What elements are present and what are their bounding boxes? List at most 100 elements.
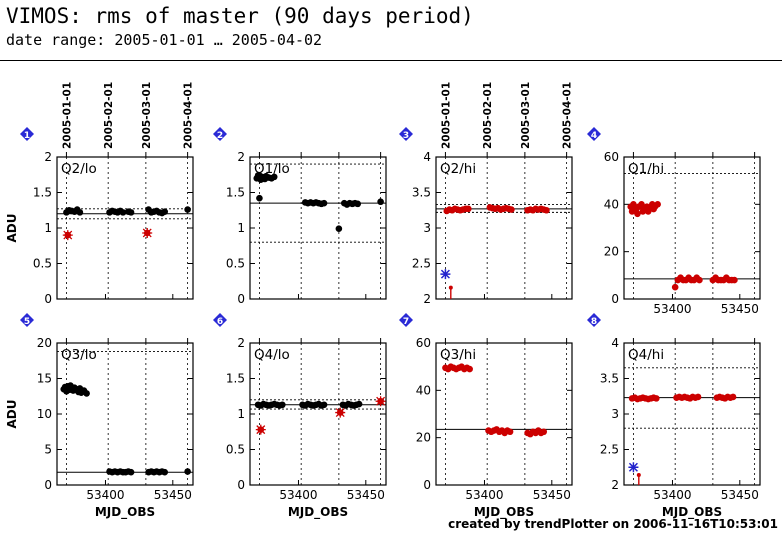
panel-7: 7 0 20 40 60 53400 53450 Q3/hi MJD_OBS: [399, 313, 573, 520]
panel-frame: [435, 156, 573, 300]
y-tick-label: 5: [44, 443, 52, 457]
panel-number-badge: [587, 313, 601, 327]
highlight-point: [628, 462, 639, 473]
panel-number: 1: [24, 131, 30, 141]
y-tick-label: 2: [423, 292, 431, 306]
y-tick-label: 2: [44, 150, 52, 164]
x-tick-label: 53400: [86, 488, 124, 502]
page-title: VIMOS: rms of master (90 days period): [6, 4, 474, 28]
data-point: [161, 468, 169, 476]
data-point: [355, 400, 363, 408]
x-axis-title: MJD_OBS: [95, 505, 155, 520]
date-tick-label: 2005-01-01: [440, 82, 452, 149]
date-tick-label: 2005-04-01: [183, 82, 195, 149]
data-point: [83, 390, 90, 397]
panel-frame: [623, 342, 761, 486]
panel-3: 3 2005-01-01 2005-02-01 2005-03-01 2005-04-0…: [399, 82, 574, 306]
data-point: [320, 199, 328, 207]
panel-number-badge: [20, 313, 34, 327]
panel-label: Q3/lo: [61, 347, 97, 363]
data-point: [354, 200, 362, 208]
data-point-red: [696, 276, 703, 284]
date-range-subtitle: date range: 2005-01-01 … 2005-04-02: [6, 31, 323, 49]
y-tick-label: 20: [604, 245, 619, 259]
outlier-star: [255, 424, 266, 435]
y-tick-label: 15: [37, 372, 52, 386]
panel-number: 2: [217, 131, 223, 141]
panel-label: Q3/hi: [440, 347, 476, 363]
header-divider: [0, 60, 782, 61]
y-tick-label: 4: [423, 150, 431, 164]
data-point-red: [731, 276, 738, 284]
offscale-arrow-head: [448, 285, 453, 290]
y-tick-label: 0.5: [33, 257, 52, 271]
y-tick-label: 40: [416, 383, 431, 397]
panel-number: 8: [591, 317, 597, 327]
y-axis-title: ADU: [5, 214, 19, 243]
data-point: [76, 209, 84, 216]
y-tick-label: 20: [416, 431, 431, 445]
panel-6: 6 0 0.5 1 1.5 2 53400 53450 Q4/lo MJD_OBS: [213, 313, 387, 520]
panel-2: 2 0 0.5 1 1.5 2 Q1/lo: [213, 127, 387, 306]
y-tick-label: 1.5: [226, 186, 245, 200]
credit-footer: created by trendPlotter on 2006-11-16T10…: [448, 517, 778, 531]
y-tick-label: 60: [416, 336, 431, 350]
y-tick-label: 40: [604, 197, 619, 211]
data-point: [161, 208, 169, 215]
y-tick-label: 2.5: [412, 257, 431, 271]
y-tick-label: 2: [237, 336, 245, 350]
panel-label: Q2/hi: [440, 161, 476, 177]
y-tick-label: 10: [37, 407, 52, 421]
panel-label: Q2/lo: [61, 161, 97, 177]
panel-number-badge: [213, 313, 227, 327]
outlier-star: [62, 230, 73, 241]
y-tick-label: 0: [423, 478, 431, 492]
y-tick-label: 2: [237, 150, 245, 164]
data-point: [119, 209, 127, 216]
x-axis-title: MJD_OBS: [288, 505, 348, 520]
outlier-star: [142, 227, 153, 238]
x-tick-label: 53400: [465, 488, 503, 502]
date-tick-label: 2005-02-01: [103, 82, 115, 149]
data-point-red: [653, 395, 660, 402]
data-point-red: [729, 393, 737, 401]
y-tick-label: 1.5: [226, 372, 245, 386]
x-tick-label: 53450: [154, 488, 192, 502]
panel-number: 6: [217, 317, 223, 327]
panel-frame: [56, 342, 194, 486]
y-tick-label: 0: [237, 292, 245, 306]
data-point-red: [628, 208, 636, 215]
panel-number: 3: [403, 131, 409, 141]
y-tick-label: 2.5: [600, 443, 619, 457]
data-point: [270, 173, 278, 181]
y-tick-label: 0: [44, 292, 52, 306]
data-point-red: [540, 428, 548, 436]
x-tick-label: 53450: [721, 488, 759, 502]
panel-frame: [435, 342, 573, 486]
x-tick-label: 53400: [653, 302, 691, 316]
panel-label: Q1/lo: [254, 161, 290, 177]
data-point-red: [671, 283, 679, 291]
panel-number-badge: [587, 127, 601, 141]
panel-frame: [56, 156, 194, 300]
outlier-star: [335, 407, 346, 418]
data-point: [256, 194, 263, 202]
data-point: [184, 206, 191, 213]
panel-number: 4: [591, 131, 597, 141]
x-axis-title: MJD_OBS: [474, 505, 534, 520]
data-point: [320, 401, 328, 409]
date-tick-label: 2005-03-01: [520, 82, 532, 149]
x-tick-label: 53400: [653, 488, 691, 502]
y-tick-label: 3.5: [600, 372, 619, 386]
date-tick-label: 2005-04-01: [562, 82, 574, 149]
x-tick-label: 53450: [721, 302, 759, 316]
y-tick-label: 2: [611, 478, 619, 492]
data-point: [279, 401, 286, 409]
date-tick-label: 2005-02-01: [482, 82, 494, 149]
y-tick-label: 1.5: [33, 186, 52, 200]
y-tick-label: 3: [423, 221, 431, 235]
data-point-red: [506, 428, 514, 436]
data-point: [127, 209, 135, 216]
y-tick-label: 1: [237, 407, 245, 421]
